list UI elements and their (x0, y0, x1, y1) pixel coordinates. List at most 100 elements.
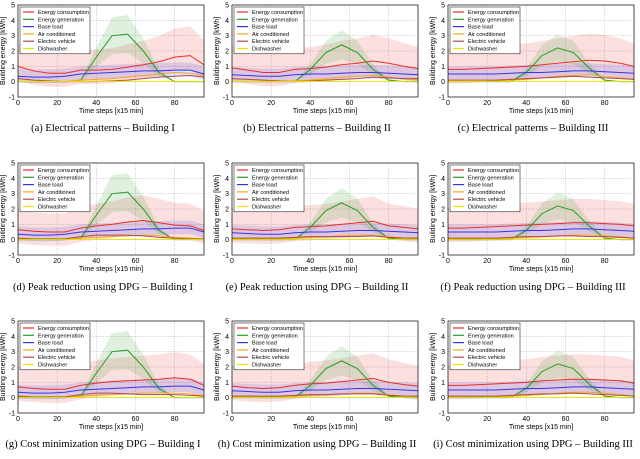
y-tick-label: 2 (11, 207, 15, 214)
legend-entry: Electric vehicle (468, 355, 505, 361)
legend-entry: Base load (252, 341, 277, 347)
x-tick-label: 20 (483, 258, 491, 265)
series-base (231, 387, 419, 393)
plot-frame (231, 320, 419, 414)
y-tick-label: 0 (441, 395, 445, 402)
x-tick-label: 80 (171, 416, 179, 423)
legend-entry: Dishwasher (468, 205, 497, 211)
y-tick-label: 0 (441, 237, 445, 244)
panel-caption: (h) Cost minimization using DPG – Buildi… (218, 439, 417, 450)
legend-entry: Base load (252, 183, 277, 189)
legend-entry: Base load (468, 341, 493, 347)
y-tick-label: 4 (441, 18, 445, 25)
legend-box (233, 164, 305, 213)
legend-entry: Energy generation (252, 17, 298, 23)
series-ev (231, 76, 418, 83)
legend-entry: Electric vehicle (252, 355, 289, 361)
generation-band (18, 331, 204, 398)
y-tick-label: 1 (11, 380, 15, 387)
legend-box (19, 6, 91, 55)
y-tick-label: 1 (225, 222, 229, 229)
legend-box (233, 322, 305, 371)
plot-frame (17, 4, 205, 98)
legend-entry: Base load (38, 183, 63, 189)
series-consumption (17, 55, 205, 74)
y-tick-label: 3 (225, 191, 229, 198)
y-axis-label: Building energy [kWh] (214, 17, 221, 85)
y-tick-label: 0 (225, 395, 229, 402)
legend-entry: Dishwasher (468, 47, 497, 53)
y-tick-label: 1 (441, 64, 445, 71)
series-base (17, 385, 205, 394)
legend-entry: Air conditioned (252, 190, 289, 196)
y-tick-label: 0 (11, 395, 15, 402)
consumption-band (232, 34, 418, 87)
legend-box (19, 322, 91, 371)
legend-entry: Energy generation (38, 17, 84, 23)
legend-entry: Energy generation (252, 175, 298, 181)
legend-box (19, 164, 91, 213)
y-tick-label: 0 (225, 237, 229, 244)
y-tick-label: -1 (223, 411, 229, 418)
legend-entry: Air conditioned (468, 190, 505, 196)
legend-entry: Energy consumption (468, 326, 519, 332)
y-tick-label: 3 (11, 191, 15, 198)
x-tick-label: 80 (385, 258, 393, 265)
series-base (17, 227, 205, 236)
y-axis-label: Building energy [kWh] (430, 17, 437, 85)
y-tick-label: 0 (11, 79, 15, 86)
y-tick-label: 3 (441, 33, 445, 40)
consumption-band (18, 26, 204, 88)
y-tick-label: 0 (441, 79, 445, 86)
y-tick-label: 5 (441, 161, 445, 168)
y-axis-label: Building energy [kWh] (0, 333, 7, 401)
series-base (448, 228, 635, 233)
base-band (448, 221, 634, 239)
legend-entry: Air conditioned (468, 32, 505, 38)
y-tick-label: -1 (9, 411, 15, 418)
panel-caption: (i) Cost minimization using DPG – Buildi… (433, 439, 633, 450)
x-tick-label: 40 (522, 416, 530, 423)
y-axis-label: Building energy [kWh] (430, 333, 437, 401)
y-tick-label: 1 (11, 64, 15, 71)
legend-entry: Energy consumption (38, 326, 89, 332)
series-consumption (448, 378, 635, 386)
x-tick-label: 40 (92, 416, 100, 423)
plot-frame (17, 320, 205, 414)
legend-box (233, 6, 305, 55)
series-ev (232, 393, 418, 397)
y-tick-label: 3 (11, 33, 15, 40)
generation-band (232, 30, 418, 82)
x-axis-label: Time steps [x15 min] (509, 266, 573, 273)
y-tick-label: 2 (11, 49, 15, 56)
legend-entry: Dishwasher (468, 363, 497, 369)
legend-entry: Energy consumption (38, 10, 89, 16)
plot-frame (447, 162, 635, 256)
series-ev (448, 75, 635, 81)
x-tick-label: 20 (53, 416, 61, 423)
legend-entry: Electric vehicle (252, 39, 289, 45)
legend-entry: Base load (38, 25, 63, 31)
x-tick-label: 40 (522, 258, 530, 265)
y-tick-label: 3 (441, 191, 445, 198)
y-tick-label: 5 (441, 3, 445, 10)
series-base (231, 71, 419, 77)
x-tick-label: 0 (16, 416, 20, 423)
x-tick-label: 80 (601, 416, 609, 423)
y-tick-label: 1 (225, 380, 229, 387)
x-tick-label: 80 (385, 100, 393, 107)
y-tick-label: 1 (11, 222, 15, 229)
legend-entry: Dishwasher (38, 363, 67, 369)
y-tick-label: 3 (11, 349, 15, 356)
x-tick-label: 20 (53, 100, 61, 107)
y-tick-label: -1 (439, 95, 445, 102)
panel-caption: (b) Electrical patterns – Building II (243, 123, 391, 134)
series-ev (448, 235, 635, 239)
series-consumption (231, 220, 419, 231)
generation-band (232, 346, 418, 398)
